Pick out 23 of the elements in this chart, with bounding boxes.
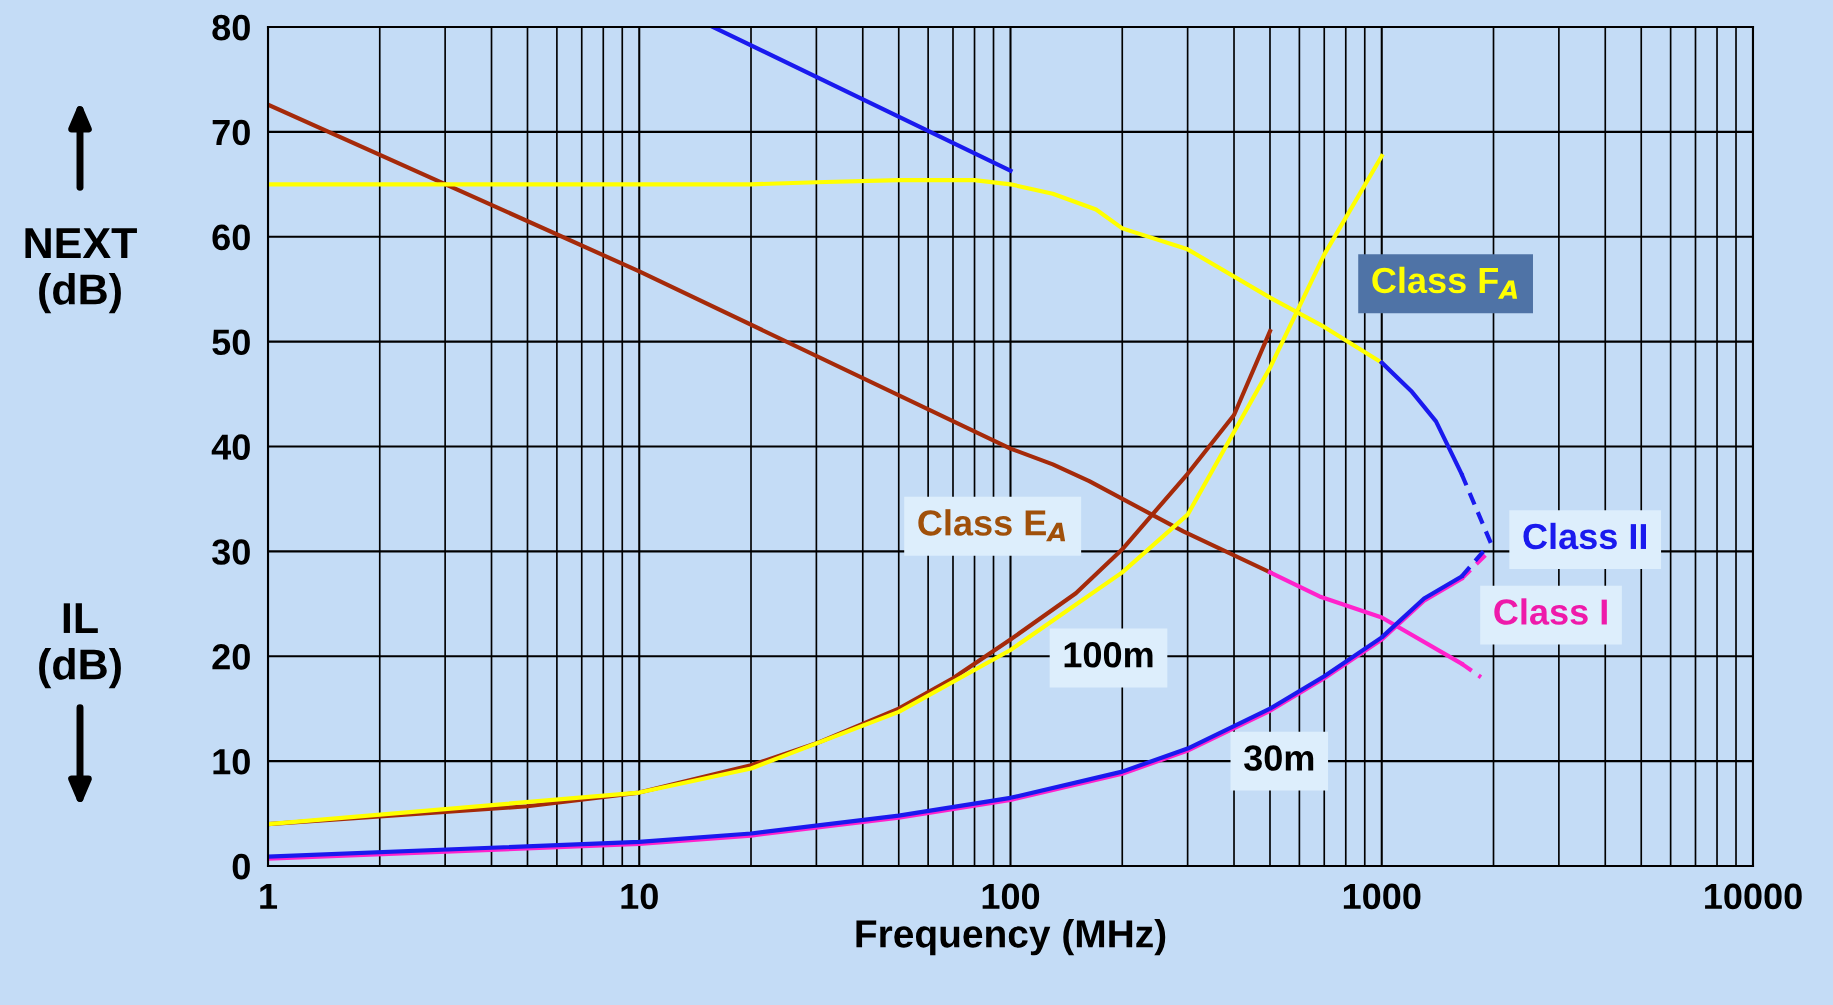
y-tick-label: 10 bbox=[213, 748, 250, 775]
y-tick-label: 40 bbox=[211, 434, 250, 460]
annotation: Class E$_{A}$ bbox=[918, 509, 1066, 542]
text: IL (dB) bbox=[39, 603, 121, 689]
y-tick-label: 0 bbox=[232, 853, 250, 880]
y-tick-label: 20 bbox=[212, 644, 250, 670]
x-tick-label: 1000 bbox=[1343, 883, 1421, 910]
annotation: Class II bbox=[1523, 522, 1647, 550]
x-tick-label: 100 bbox=[982, 883, 1040, 910]
annotation: 30m bbox=[1243, 745, 1314, 771]
annotation: Class I bbox=[1494, 598, 1607, 625]
y-tick-label: 50 bbox=[212, 329, 250, 356]
y-axis-title: NEXT (dB) bbox=[25, 228, 137, 314]
y-tick-label: 70 bbox=[212, 119, 250, 146]
y-tick-label: 60 bbox=[212, 224, 250, 251]
annotation: 100m bbox=[1064, 642, 1153, 668]
x-tick-label: 1 bbox=[260, 883, 278, 909]
annotation: Class F$_{A}$ bbox=[1372, 266, 1518, 299]
x-axis-title: Frequency (MHz) bbox=[856, 919, 1166, 956]
x-tick-label: 10 bbox=[621, 883, 658, 910]
y-tick-label: 30 bbox=[212, 539, 250, 565]
y-tick-label: 80 bbox=[212, 14, 250, 41]
x-tick-label: 10000 bbox=[1705, 883, 1802, 910]
